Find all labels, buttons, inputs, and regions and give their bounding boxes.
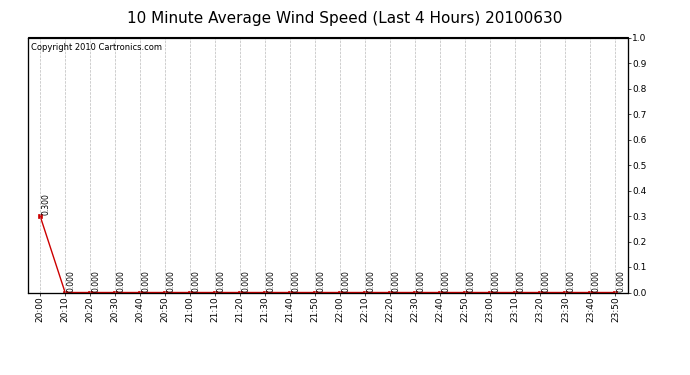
Text: 0.000: 0.000 [342,270,351,292]
Text: 0.000: 0.000 [217,270,226,292]
Text: 0.000: 0.000 [241,270,250,292]
Text: 0.000: 0.000 [417,270,426,292]
Text: 0.000: 0.000 [266,270,275,292]
Text: 0.000: 0.000 [117,270,126,292]
Text: 0.000: 0.000 [141,270,150,292]
Text: 0.000: 0.000 [66,270,75,292]
Text: 0.000: 0.000 [317,270,326,292]
Text: 0.000: 0.000 [542,270,551,292]
Text: 0.000: 0.000 [191,270,200,292]
Text: 0.000: 0.000 [391,270,400,292]
Text: 0.000: 0.000 [566,270,575,292]
Text: 0.000: 0.000 [466,270,475,292]
Text: 0.000: 0.000 [166,270,175,292]
Text: 10 Minute Average Wind Speed (Last 4 Hours) 20100630: 10 Minute Average Wind Speed (Last 4 Hou… [128,11,562,26]
Text: 0.000: 0.000 [366,270,375,292]
Text: 0.000: 0.000 [617,270,626,292]
Text: 0.000: 0.000 [442,270,451,292]
Text: 0.000: 0.000 [591,270,600,292]
Text: 0.000: 0.000 [517,270,526,292]
Text: 0.300: 0.300 [41,194,50,215]
Text: 0.000: 0.000 [291,270,300,292]
Text: Copyright 2010 Cartronics.com: Copyright 2010 Cartronics.com [30,43,161,52]
Text: 0.000: 0.000 [491,270,500,292]
Text: 0.000: 0.000 [91,270,100,292]
